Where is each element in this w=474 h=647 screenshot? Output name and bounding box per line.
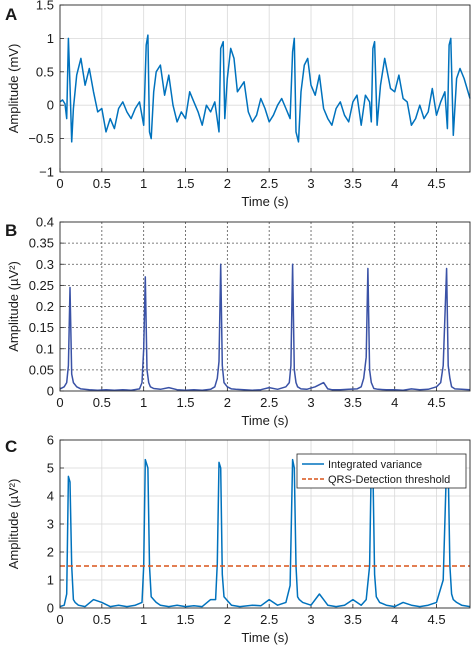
y-tick-label: 5 — [47, 461, 54, 476]
series-line-integrated-variance — [59, 458, 471, 608]
y-tick-label: 0.4 — [36, 215, 54, 230]
y-tick-label: 0.5 — [36, 64, 54, 79]
plot-frame — [59, 439, 471, 609]
y-axis-label: Amplitude (µV²) — [6, 479, 21, 570]
y-tick-label: 0 — [47, 384, 54, 399]
y-tick-label: 6 — [47, 433, 54, 448]
legend-box — [296, 453, 467, 489]
x-tick-label: 3.5 — [344, 176, 362, 191]
y-tick-label: 2 — [47, 545, 54, 560]
x-tick-label: 2.5 — [260, 612, 278, 627]
legend: Integrated variance QRS-Detection thresho… — [296, 453, 467, 489]
x-tick-label: 4 — [391, 176, 398, 191]
x-axis-label: Time (s) — [241, 194, 288, 209]
x-tick-label: 0.5 — [93, 612, 111, 627]
x-tick-label: 1.5 — [176, 176, 194, 191]
legend-label: Integrated variance — [328, 459, 422, 471]
y-tick-label: 4 — [47, 489, 54, 504]
x-tick-label: 0 — [56, 176, 63, 191]
x-tick-label: 2 — [224, 395, 231, 410]
y-axis-label: Amplitude (mV) — [6, 44, 21, 134]
y-tick-label: 0.25 — [29, 278, 54, 293]
y-tick-label: −0.5 — [28, 131, 54, 146]
x-tick-label: 1 — [140, 612, 147, 627]
y-tick-label: 1 — [47, 573, 54, 588]
x-tick-label: 0.5 — [93, 176, 111, 191]
x-axis-label: Time (s) — [241, 630, 288, 645]
x-tick-label: 3 — [307, 395, 314, 410]
panel-a: A 0 0.5 1 1.5 2 2.5 3 3.5 4 4.5 −1 −0.5 0 0.5 1 1.5 Time… — [5, 0, 471, 209]
x-tick-label: 4.5 — [427, 176, 445, 191]
x-tick-label: 3 — [307, 612, 314, 627]
y-tick-label: 0.35 — [29, 236, 54, 251]
series-line-signal — [59, 263, 471, 391]
plot-frame — [59, 221, 471, 392]
x-tick-label: 1.5 — [176, 395, 194, 410]
y-tick-label: 0.3 — [36, 257, 54, 272]
x-tick-label: 1.5 — [176, 612, 194, 627]
y-tick-label: 0 — [47, 98, 54, 113]
x-tick-label: 4 — [391, 612, 398, 627]
x-tick-label: 4.5 — [427, 395, 445, 410]
x-tick-label: 4 — [391, 395, 398, 410]
y-tick-label: 0 — [47, 601, 54, 616]
panel-c: C 0 0.5 1 1.5 2 2.5 3 3.5 4 4.5 0 1 2 3 4 5 6 Time (s) Amp… — [5, 433, 471, 645]
y-tick-label: 3 — [47, 517, 54, 532]
x-tick-label: 2 — [224, 612, 231, 627]
x-tick-label: 3.5 — [344, 612, 362, 627]
y-tick-label: 0.2 — [36, 299, 54, 314]
x-tick-label: 1 — [140, 176, 147, 191]
y-tick-label: −1 — [39, 165, 54, 180]
panel-a-letter: A — [5, 5, 17, 24]
y-tick-label: 1 — [47, 31, 54, 46]
x-tick-label: 2.5 — [260, 395, 278, 410]
x-tick-label: 0 — [56, 612, 63, 627]
x-tick-label: 0 — [56, 395, 63, 410]
panel-c-letter: C — [5, 437, 17, 456]
x-tick-label: 1 — [140, 395, 147, 410]
panel-b-letter: B — [5, 221, 17, 240]
y-tick-label: 0.05 — [29, 362, 54, 377]
plot-frame — [59, 4, 471, 173]
legend-label: QRS-Detection threshold — [328, 474, 450, 486]
x-tick-label: 2 — [224, 176, 231, 191]
x-axis-label: Time (s) — [241, 413, 288, 428]
y-axis-label: Amplitude (µV²) — [6, 261, 21, 352]
x-tick-label: 3 — [307, 176, 314, 191]
y-tick-label: 0.1 — [36, 341, 54, 356]
panel-b: B 0 0.5 1 1.5 2 2.5 3 3.5 4 4.5 0 0.05 0.1 0.15 0.2 0.2… — [5, 215, 471, 428]
x-tick-label: 0.5 — [93, 395, 111, 410]
y-tick-label: 1.5 — [36, 0, 54, 13]
x-tick-label: 2.5 — [260, 176, 278, 191]
x-tick-label: 3.5 — [344, 395, 362, 410]
x-tick-label: 4.5 — [427, 612, 445, 627]
y-tick-label: 0.15 — [29, 320, 54, 335]
series-line-signal — [59, 34, 471, 143]
